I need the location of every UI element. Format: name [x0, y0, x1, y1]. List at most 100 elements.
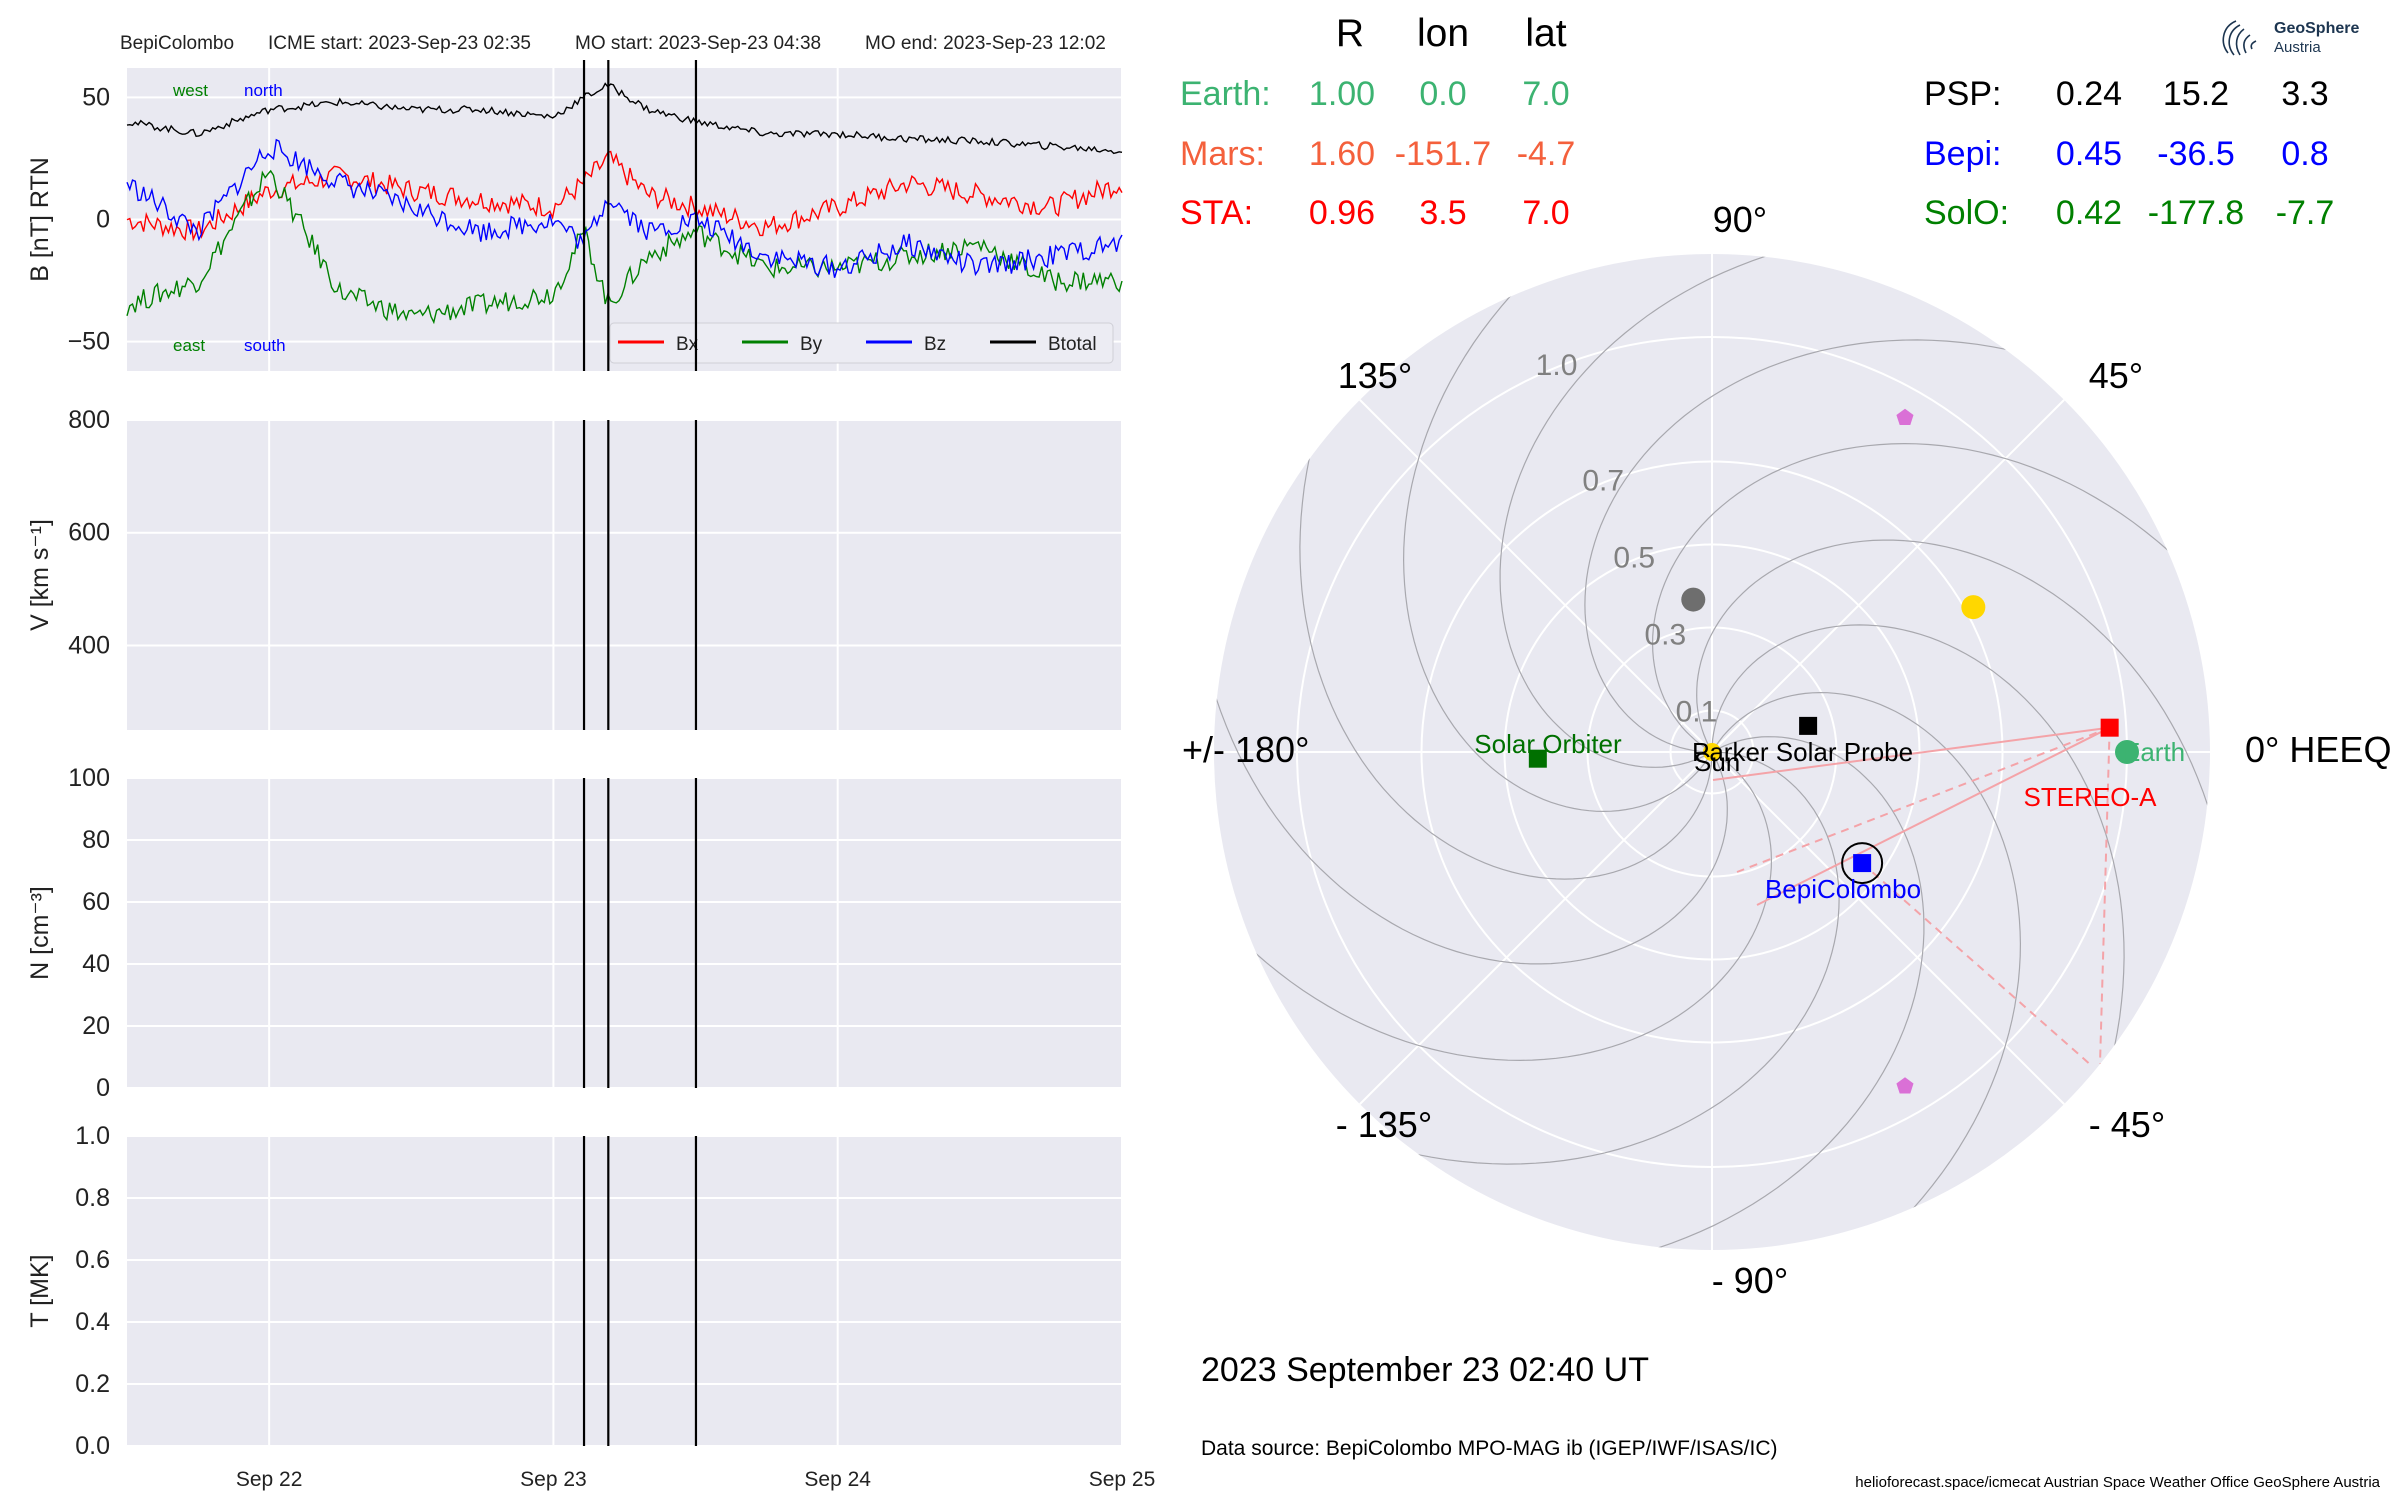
legend-label-btotal: Btotal: [1048, 334, 1097, 355]
x-tick-label: Sep 25: [1089, 1468, 1156, 1491]
legend: Bx By Bz Btotal: [609, 322, 1114, 364]
panel-background: [127, 778, 1122, 1088]
radial-tick-label: 1.0: [1536, 349, 1578, 382]
radial-tick-label: 0.1: [1676, 696, 1718, 729]
table-row-lat: 7.0: [1522, 194, 1569, 232]
table-row-r: 0.45: [2056, 135, 2122, 173]
table-row-lat: 3.3: [2281, 75, 2328, 113]
y-tick-label: 0: [96, 1074, 110, 1102]
table-row-lat: 7.0: [1522, 75, 1569, 113]
legend-label-bx: Bx: [676, 334, 699, 355]
table-row-lon: -36.5: [2157, 135, 2235, 173]
y-tick-label: 0.4: [75, 1308, 110, 1336]
solo-marker: [1528, 749, 1547, 768]
x-tick-label: Sep 24: [804, 1468, 871, 1491]
panel-3: 100 80 60 40 20 0 N [cm⁻³]: [26, 764, 1123, 1102]
y-tick-label: 20: [82, 1012, 110, 1040]
parker-spiral: [1610, 736, 1925, 1250]
panel-1: 50 0 −50 B [nT] RTN west north east south Bx By Bz…: [26, 60, 1123, 371]
parker-spiral: [1299, 409, 1713, 880]
table-row-lat: -4.7: [1517, 135, 1576, 173]
y-tick-label: 1.0: [75, 1122, 110, 1150]
y-axis-label: N [cm⁻³]: [26, 886, 54, 980]
legend-label-by: By: [800, 334, 823, 355]
table-row-name: SolO:: [1924, 194, 2009, 232]
credit-label: helioforecast.space/icmecat Austrian Spa…: [1855, 1474, 2380, 1491]
y-tick-label: 400: [68, 631, 110, 659]
legend-box: [609, 322, 1114, 364]
polar-plot: 0.1 0.3 0.5 0.7 1.0 0° HEEQ 45° 90° 135° +/- 180°…: [1182, 199, 2391, 1301]
geosphere-logo-icon: [2222, 20, 2257, 56]
psp-label: Parker Solar Probe: [1692, 737, 1913, 767]
parker-spiral: [1696, 539, 2210, 854]
date-label: 2023 September 23 02:40 UT: [1201, 1351, 1649, 1389]
mercury-marker: [1681, 587, 1706, 612]
angle-label: - 135°: [1336, 1104, 1432, 1145]
parker-spiral: [1651, 442, 2204, 753]
icme-start-label: ICME start: 2023-Sep-23 02:35: [268, 33, 531, 54]
y-tick-label: 100: [68, 764, 110, 792]
y-axis-label: V [km s⁻¹]: [26, 519, 54, 631]
sun-marker: [1703, 743, 1721, 761]
sta-fov-line: [1756, 726, 2111, 906]
bepi-highlight-ring: [1841, 842, 1884, 885]
y-tick-label: 0.8: [75, 1184, 110, 1212]
table-row-lon: 3.5: [1419, 194, 1466, 232]
bepi-fov-line: [1861, 862, 2093, 1067]
table-row-r: 0.96: [1309, 194, 1375, 232]
data-source-label: Data source: BepiColombo MPO-MAG ib (IGE…: [1201, 1437, 1778, 1460]
y-tick-label: 60: [82, 888, 110, 916]
l5-marker: [1896, 1077, 1914, 1094]
earth-marker: [2115, 740, 2139, 764]
psp-marker: [1799, 716, 1818, 735]
parker-spiral: [1214, 650, 1728, 965]
radial-tick-label: 0.5: [1613, 542, 1655, 575]
sta-label: STEREO-A: [2024, 782, 2158, 812]
sta-marker: [2100, 718, 2119, 737]
table-row-lon: 0.0: [1419, 75, 1466, 113]
angle-label: 0° HEEQ: [2245, 729, 2391, 770]
y-axis-label: T [MK]: [26, 1254, 54, 1327]
bepi-marker: [1853, 854, 1872, 873]
y-tick-label: 50: [82, 83, 110, 111]
angle-label: +/- 180°: [1182, 729, 1309, 770]
annotation-west: west: [172, 81, 208, 100]
table-header-r: R: [1336, 12, 1364, 55]
table-row-lat: -7.7: [2276, 194, 2335, 232]
series-line-bx: [126, 150, 1123, 242]
table-row-name: Mars:: [1180, 135, 1265, 173]
parker-spiral: [1499, 254, 1814, 768]
parker-spiral: [1584, 339, 2055, 753]
y-tick-label: 600: [68, 519, 110, 547]
annotation-north: north: [244, 81, 283, 100]
series-line-by: [126, 169, 1123, 325]
legend-label-bz: Bz: [924, 334, 946, 355]
y-axis-label: B [nT] RTN: [26, 157, 54, 282]
logo-name: GeoSphere: [2274, 20, 2360, 37]
table-row-name: PSP:: [1924, 75, 2001, 113]
annotation-south: south: [244, 336, 286, 355]
l4-marker: [1896, 408, 1914, 425]
geosphere-logo: GeoSphere Austria: [2214, 12, 2374, 64]
table-row-lon: 15.2: [2163, 75, 2229, 113]
y-tick-label: 0.6: [75, 1246, 110, 1274]
earth-label: Earth: [2123, 737, 2185, 767]
bepi-label: BepiColombo: [1765, 874, 1921, 904]
sta-fov-line: [1736, 726, 2111, 873]
sta-fov-line: [1712, 726, 2110, 781]
table-header-lon: lon: [1417, 12, 1469, 55]
parker-spiral: [1711, 691, 2022, 1244]
series-line-btotal: [126, 82, 1123, 155]
table-row-r: 1.60: [1309, 135, 1375, 173]
panel-background: [127, 420, 1122, 730]
venus-marker: [1961, 595, 1986, 620]
table-row-name: STA:: [1180, 194, 1253, 232]
y-tick-label: −50: [68, 328, 110, 356]
x-tick-label: Sep 22: [236, 1468, 303, 1491]
table-row-lat: 0.8: [2281, 135, 2328, 173]
angle-label: 135°: [1338, 355, 1412, 396]
table-row-r: 0.24: [2056, 75, 2122, 113]
parker-spiral: [1402, 260, 1713, 813]
y-tick-label: 40: [82, 950, 110, 978]
radial-tick-label: 0.7: [1582, 465, 1624, 498]
